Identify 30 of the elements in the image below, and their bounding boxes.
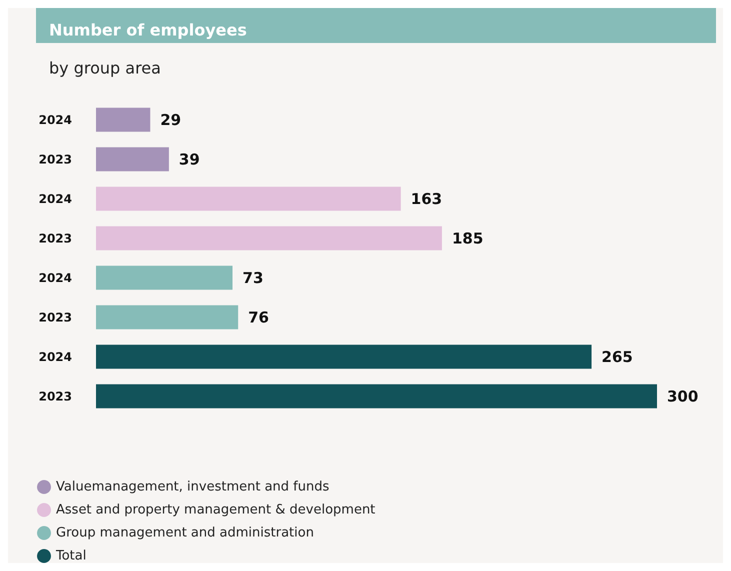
y-tick-label: 2024 xyxy=(38,270,72,285)
data-label: 73 xyxy=(242,268,264,287)
bar xyxy=(96,147,169,172)
chart-title: Number of employees xyxy=(49,20,247,40)
bar xyxy=(96,305,238,330)
legend-label: Asset and property management & development xyxy=(56,502,376,518)
data-label: 185 xyxy=(452,229,484,248)
data-label: 163 xyxy=(410,190,442,208)
bar xyxy=(96,384,657,408)
data-label: 265 xyxy=(602,348,633,366)
y-tick-label: 2023 xyxy=(38,389,72,404)
legend-label: Valuemanagement, investment and funds xyxy=(56,480,330,494)
chart-subtitle: by group area xyxy=(49,58,161,78)
y-tick-label: 2023 xyxy=(38,310,72,324)
bar xyxy=(96,226,442,250)
y-tick-label: 2024 xyxy=(38,350,72,364)
legend-label: Total xyxy=(55,548,86,564)
data-label: 39 xyxy=(178,150,200,168)
bar xyxy=(96,344,592,369)
bar xyxy=(96,186,401,211)
y-tick-label: 2023 xyxy=(38,152,72,166)
legend-label: Group management and administration xyxy=(56,526,314,540)
y-tick-label: 2024 xyxy=(38,192,72,206)
data-label: 300 xyxy=(667,387,698,406)
bar xyxy=(96,108,150,132)
data-label: 29 xyxy=(160,110,182,129)
y-tick-label: 2024 xyxy=(38,112,72,127)
data-label: 76 xyxy=(248,308,269,326)
y-tick-label: 2023 xyxy=(38,231,72,246)
bar xyxy=(96,266,233,290)
